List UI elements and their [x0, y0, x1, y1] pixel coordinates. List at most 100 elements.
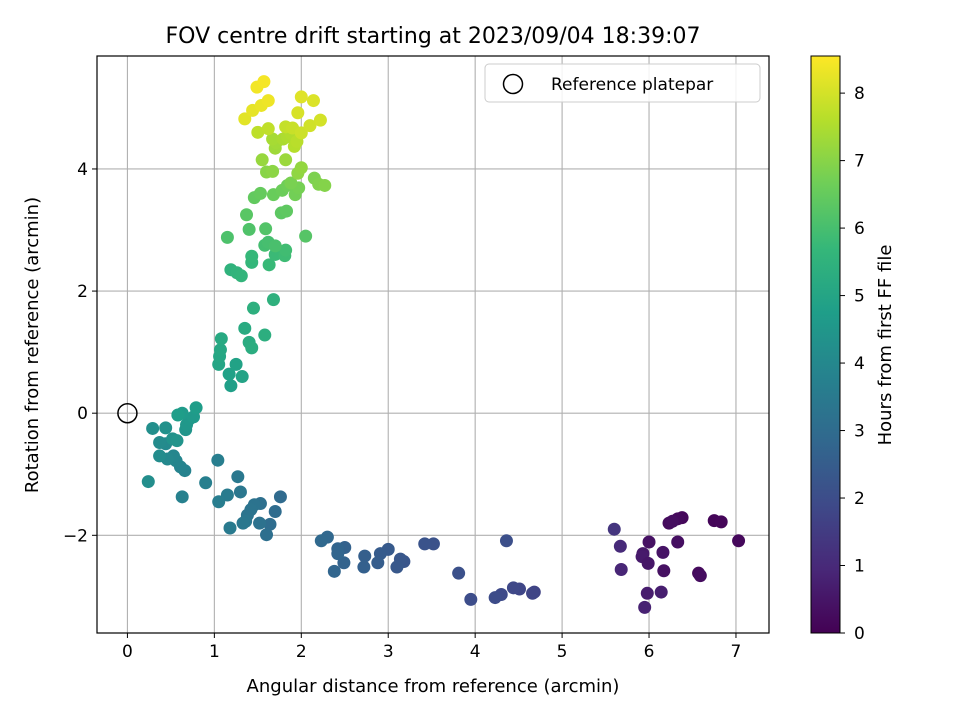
data-point	[266, 164, 280, 178]
data-point	[253, 516, 267, 530]
data-point	[279, 153, 293, 167]
data-point	[273, 490, 287, 504]
data-point	[235, 370, 249, 384]
chart-title: FOV centre drift starting at 2023/09/04 …	[166, 24, 701, 49]
colorbar-gradient	[810, 55, 841, 634]
data-point	[240, 208, 254, 222]
data-point	[318, 178, 332, 192]
y-axis-ticks: −2 0 2 4	[63, 160, 97, 546]
data-point	[214, 332, 228, 346]
data-point	[170, 434, 184, 448]
data-point	[327, 564, 341, 578]
colorbar-tick-label: 0	[854, 624, 865, 644]
data-point	[488, 591, 502, 605]
data-point	[268, 239, 282, 253]
data-point	[266, 132, 280, 146]
data-point	[418, 537, 432, 551]
data-point	[306, 94, 320, 108]
data-point	[222, 367, 236, 381]
x-tick-label: 2	[296, 642, 307, 662]
data-point	[656, 545, 670, 559]
data-point	[245, 249, 259, 263]
data-point	[211, 453, 225, 467]
data-point	[613, 539, 627, 553]
data-point	[299, 229, 313, 243]
data-point	[238, 321, 252, 335]
legend: Reference platepar	[484, 63, 761, 103]
data-point	[371, 556, 385, 570]
data-point	[146, 421, 160, 435]
colorbar-tick-label: 2	[854, 489, 865, 509]
data-point	[499, 534, 513, 548]
x-tick-label: 4	[470, 642, 481, 662]
data-point	[266, 293, 280, 307]
data-point	[199, 476, 213, 490]
data-point	[141, 475, 155, 489]
data-point	[641, 556, 655, 570]
data-point	[242, 222, 256, 236]
data-point	[291, 106, 305, 120]
data-point	[262, 258, 276, 272]
colorbar-tick-label: 1	[854, 557, 865, 577]
data-point	[452, 566, 466, 580]
legend-box	[484, 63, 761, 103]
colorbar-tick-label: 3	[854, 422, 865, 442]
data-point	[153, 435, 167, 449]
data-point	[255, 153, 269, 167]
data-point	[260, 528, 274, 542]
reference-point	[117, 402, 138, 424]
x-tick-label: 6	[644, 642, 655, 662]
x-axis-label: Angular distance from reference (arcmin)	[247, 676, 620, 697]
data-point	[331, 547, 345, 561]
data-point	[357, 560, 371, 574]
data-point	[175, 490, 189, 504]
data-point	[642, 535, 656, 549]
data-point	[153, 449, 167, 463]
data-point	[253, 186, 267, 200]
data-point	[314, 534, 328, 548]
data-point	[313, 113, 327, 127]
data-point	[246, 301, 260, 315]
data-point	[259, 222, 273, 236]
y-tick-label: 2	[77, 282, 88, 302]
data-point	[224, 379, 238, 393]
data-point	[640, 586, 654, 600]
data-point	[159, 421, 173, 435]
data-point	[213, 343, 227, 357]
data-point	[506, 581, 520, 595]
x-tick-label: 7	[731, 642, 742, 662]
data-point	[654, 585, 668, 599]
colorbar-ticks: 0 1 2 3 4 5 6 7 8	[840, 84, 865, 644]
grid-lines	[97, 56, 769, 633]
data-point	[614, 562, 628, 576]
colorbar-tick-label: 4	[854, 354, 865, 374]
data-point	[732, 534, 746, 548]
data-point	[294, 161, 308, 175]
data-point	[666, 514, 680, 528]
data-point	[358, 549, 372, 563]
data-point	[261, 94, 275, 108]
data-point	[280, 204, 294, 218]
data-point	[251, 125, 265, 139]
data-point	[234, 269, 248, 283]
colorbar-tick-label: 8	[854, 84, 865, 104]
data-point	[171, 408, 185, 422]
data-point	[464, 592, 478, 606]
y-axis-label: Rotation from reference (arcmin)	[22, 197, 43, 493]
colorbar-label: Hours from first FF file	[875, 245, 896, 446]
plot-frame	[96, 55, 770, 634]
x-tick-label: 3	[383, 642, 394, 662]
data-point	[189, 401, 203, 415]
y-tick-label: 0	[77, 404, 88, 424]
data-point	[714, 515, 728, 529]
data-point	[337, 556, 351, 570]
data-point	[657, 564, 671, 578]
data-point	[284, 176, 298, 190]
legend-label: Reference platepar	[551, 75, 713, 95]
data-point	[245, 341, 259, 355]
data-point	[223, 521, 237, 535]
data-point	[236, 516, 250, 530]
x-tick-label: 0	[122, 642, 133, 662]
data-point	[671, 535, 685, 549]
